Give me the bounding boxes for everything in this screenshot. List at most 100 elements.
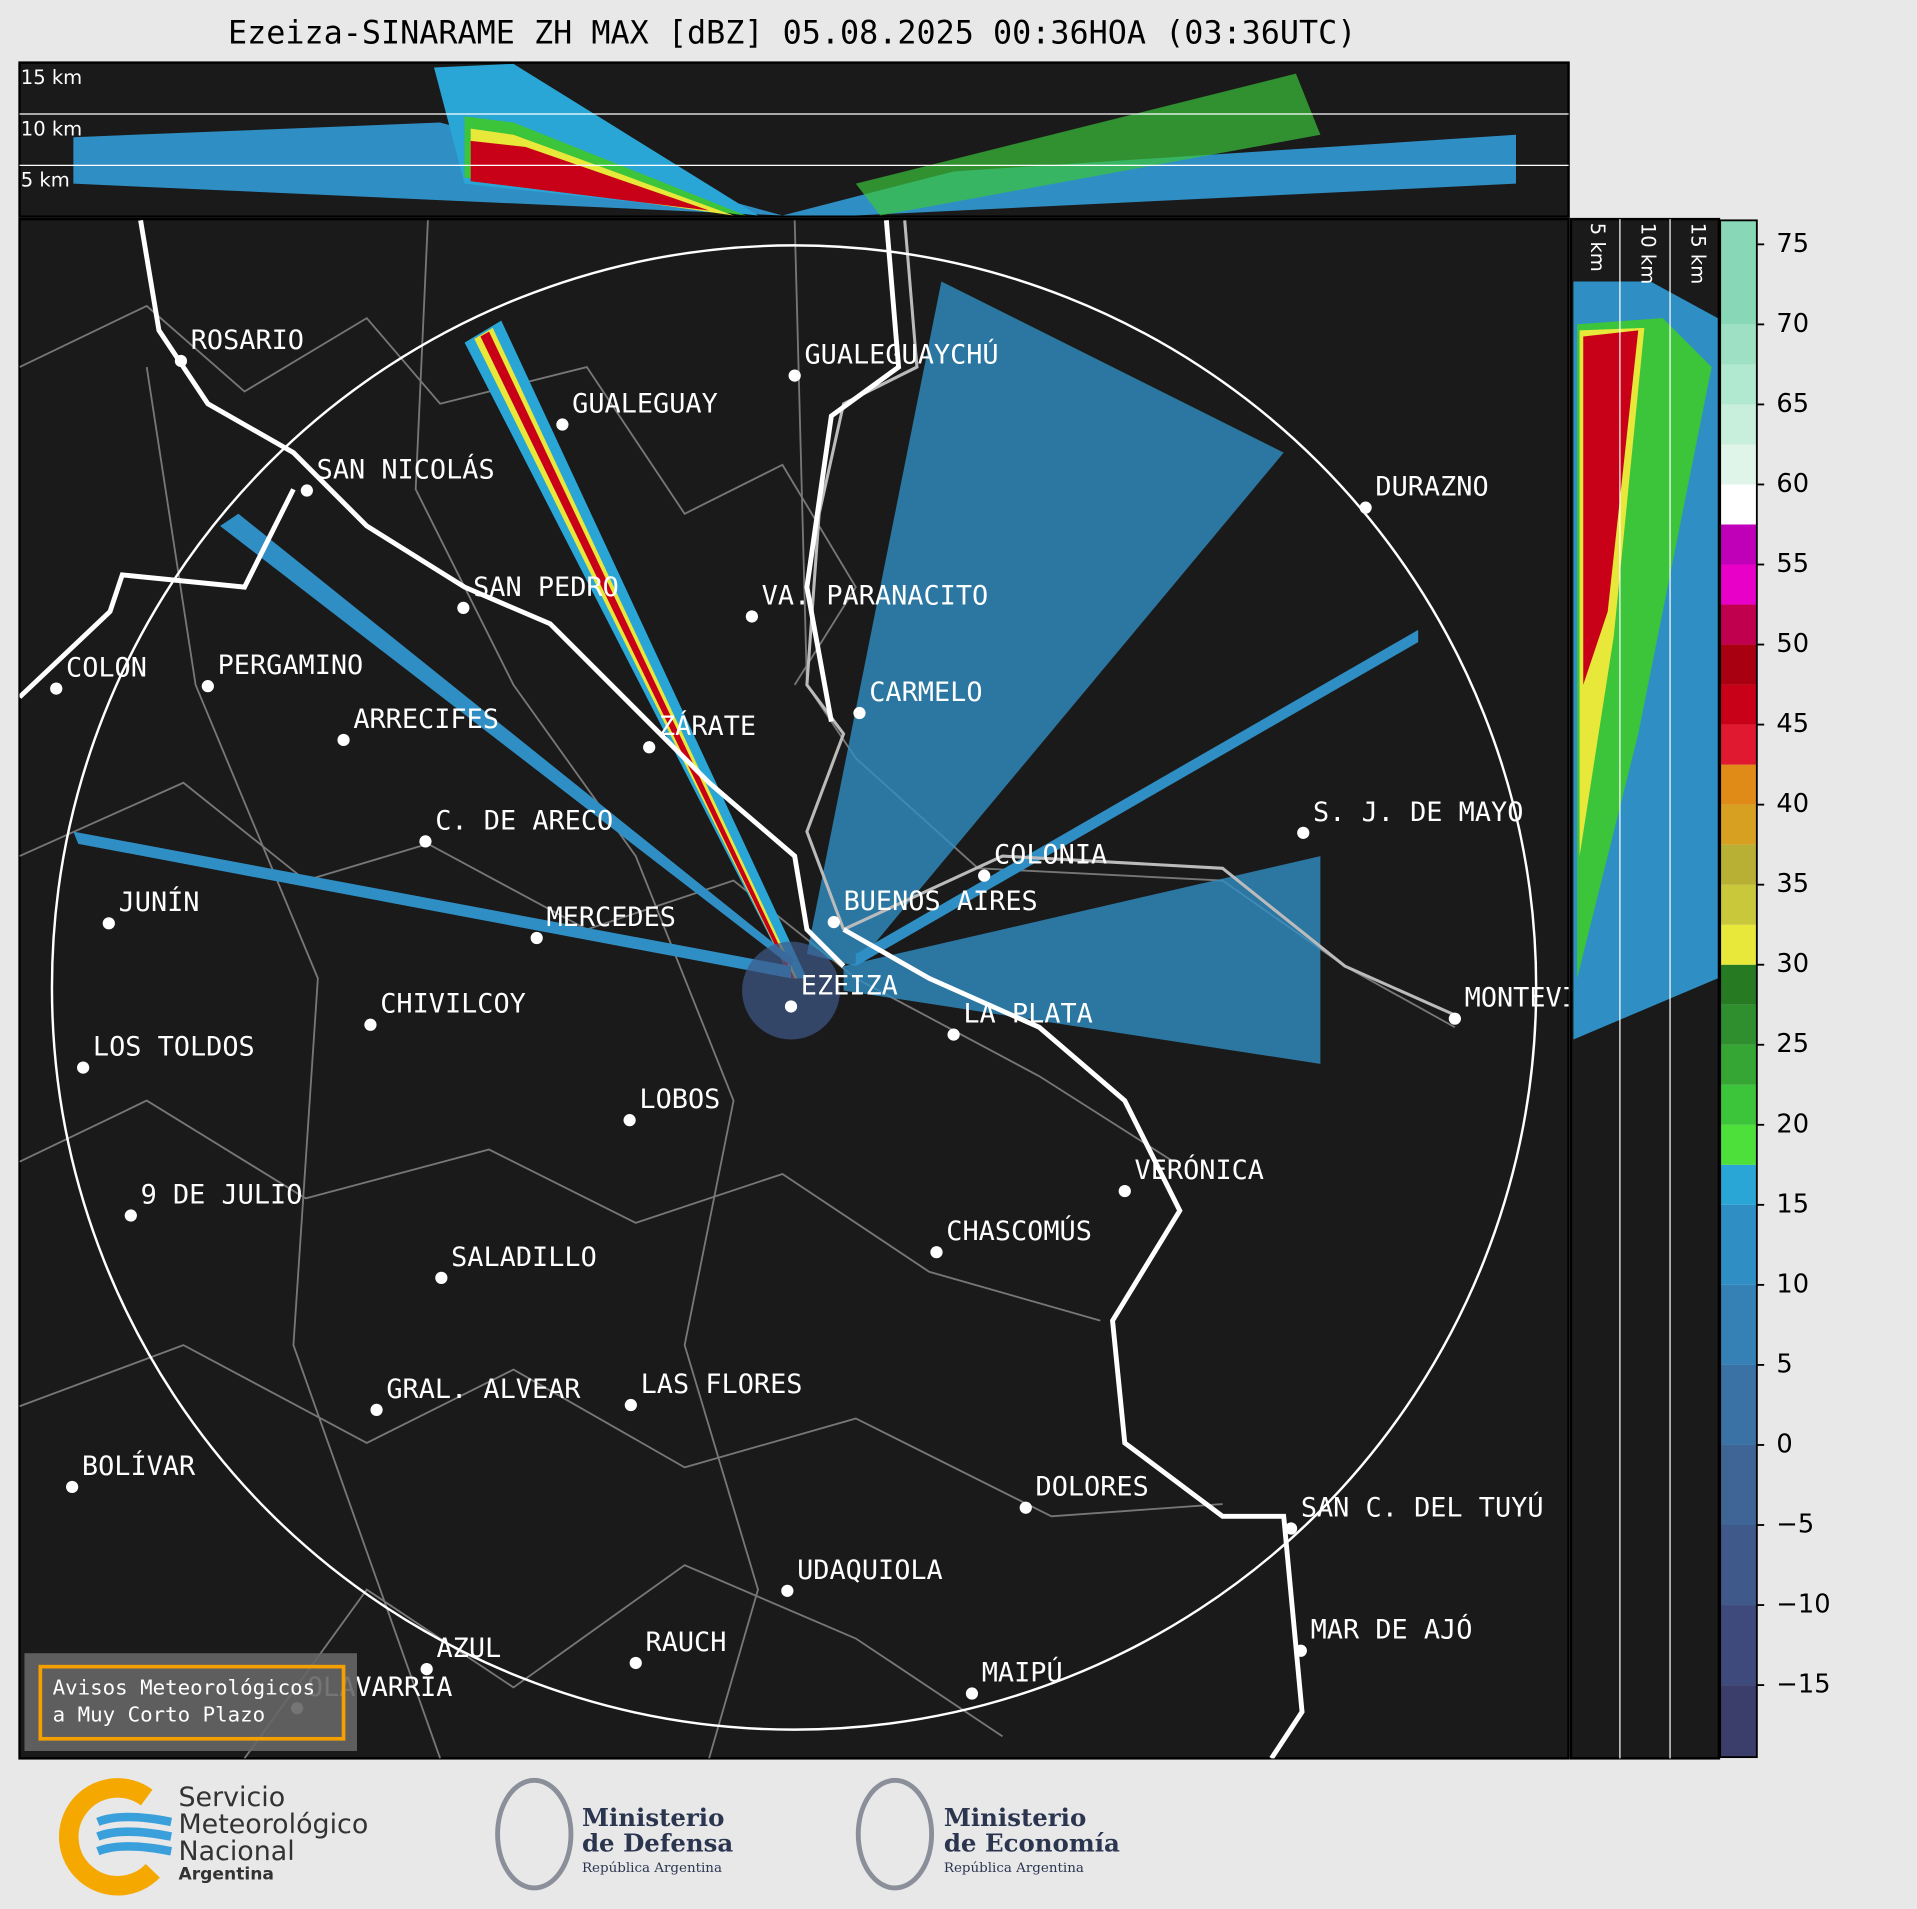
warning-text: Avisos Meteorológicos [53, 1676, 316, 1700]
colorbar-band [1720, 924, 1757, 965]
city-label: GUALEGUAYCHÚ [804, 339, 998, 371]
city-label: LAS FLORES [641, 1369, 803, 1400]
city-label: EZEIZA [801, 970, 898, 1001]
colorbar-band [1720, 1364, 1757, 1445]
colorbar-tick-label: 40 [1776, 789, 1809, 819]
city-label: DURAZNO [1375, 472, 1488, 503]
colorbar-tick-label: 5 [1776, 1349, 1792, 1379]
city-label: LOS TOLDOS [93, 1032, 255, 1063]
city-dot [827, 915, 840, 929]
city-label: SAN NICOLÁS [317, 453, 495, 485]
city-label: SAN PEDRO [473, 572, 619, 603]
colorbar-band [1720, 324, 1757, 365]
city-label: MONTEVIDEO [1465, 983, 1627, 1014]
logo-text: Meteorológico [178, 1809, 368, 1840]
colorbar-band [1720, 364, 1757, 405]
city-dot [1118, 1184, 1131, 1198]
colorbar-tick-label: 50 [1776, 629, 1809, 659]
colorbar-band [1720, 964, 1757, 1005]
colorbar-tick-label: 25 [1776, 1029, 1809, 1059]
city-dot [965, 1687, 979, 1700]
colorbar-band [1720, 1605, 1757, 1686]
logo-text: Argentina [178, 1864, 273, 1884]
city-dot [624, 1398, 637, 1412]
colorbar: −15 −10 −5 0 5 10 15 20 25 30 35 40 45 50 55 60 65 70 75 [1719, 219, 1831, 1759]
colorbar-tick-label: 55 [1776, 549, 1809, 579]
colorbar-band [1720, 1164, 1757, 1205]
city-dot [66, 1480, 79, 1494]
city-label: 9 DE JULIO [141, 1179, 303, 1210]
city-dot [457, 601, 470, 615]
city-dot [124, 1209, 137, 1222]
colorbar-tick-label: 0 [1776, 1429, 1792, 1459]
height-label: 15 km [21, 66, 82, 89]
colorbar-band [1720, 484, 1757, 525]
colorbar-tick-label: 70 [1776, 309, 1809, 339]
colorbar-tick-label: 60 [1776, 469, 1809, 499]
colorbar-band [1720, 764, 1757, 805]
side-echo [1573, 281, 1718, 1040]
city-label: ARRECIFES [353, 704, 499, 735]
city-dot [930, 1246, 943, 1259]
city-label: C. DE ARECO [435, 805, 613, 836]
city-label: UDAQUIOLA [797, 1555, 943, 1586]
colorbar-tick-label: 35 [1776, 869, 1809, 899]
city-label: MAIPÚ [982, 1656, 1063, 1688]
colorbar-band [1720, 804, 1757, 845]
city-label: MERCEDES [546, 902, 675, 933]
city-dot [50, 682, 63, 695]
colorbar-tick-label: −5 [1776, 1510, 1814, 1540]
colorbar-tick-label: 65 [1776, 389, 1809, 419]
city-label: PERGAMINO [218, 650, 364, 681]
city-dot [77, 1061, 90, 1074]
city-label: ROSARIO [191, 325, 304, 356]
height-label: 5 km [21, 169, 70, 192]
city-dot [1294, 1644, 1307, 1657]
city-dot [643, 741, 656, 754]
city-label: GUALEGUAY [572, 388, 718, 419]
city-label: LOBOS [639, 1084, 720, 1115]
city-label: JUNÍN [119, 886, 200, 918]
logo-economia: Ministerio de Economía República Argenti… [855, 1777, 1120, 1891]
city-label: BOLÍVAR [82, 1450, 196, 1482]
city-dot [300, 484, 313, 497]
city-label: GRAL. ALVEAR [386, 1374, 581, 1405]
city-dot [784, 1000, 798, 1013]
colorbar-band [1720, 1204, 1757, 1285]
logo-text: República Argentina [944, 1861, 1084, 1876]
city-dot [337, 733, 350, 747]
colorbar-band [1720, 604, 1757, 645]
colorbar-band [1720, 524, 1757, 565]
height-label: 10 km [1636, 223, 1659, 284]
city-label: S. J. DE MAYO [1313, 797, 1523, 828]
city-dot [364, 1018, 377, 1031]
colorbar-tick-label: 10 [1776, 1269, 1809, 1299]
city-dot [420, 1662, 433, 1676]
city-dot [1448, 1012, 1461, 1025]
city-dot [947, 1028, 960, 1041]
city-label: VA. PARANACITO [762, 580, 989, 611]
colorbar-tick-label: −15 [1776, 1670, 1830, 1700]
city-label: LA PLATA [963, 999, 1092, 1030]
city-label: ZÁRATE [659, 710, 756, 742]
colorbar-frame [1719, 219, 1758, 1759]
city-dot [174, 354, 188, 368]
city-dot [102, 917, 115, 930]
city-dot [1019, 1501, 1032, 1514]
colorbar-band [1720, 1084, 1757, 1125]
city-label: COLONIA [994, 840, 1107, 871]
colorbar-band [1720, 1284, 1757, 1365]
city-label: BUENOS AIRES [844, 886, 1038, 917]
colorbar-band [1720, 1044, 1757, 1085]
logo-smn: Servicio Meteorológico Nacional Argentin… [59, 1778, 368, 1896]
city-dot [435, 1271, 448, 1284]
city-dot [629, 1656, 642, 1670]
logo-text: Servicio [178, 1782, 285, 1813]
city-label: CHASCOMÚS [946, 1215, 1092, 1247]
city-dot [1297, 826, 1310, 839]
colorbar-band [1720, 724, 1757, 765]
city-dot [419, 835, 432, 848]
warning-text: a Muy Corto Plazo [53, 1703, 266, 1727]
colorbar-band [1720, 684, 1757, 725]
